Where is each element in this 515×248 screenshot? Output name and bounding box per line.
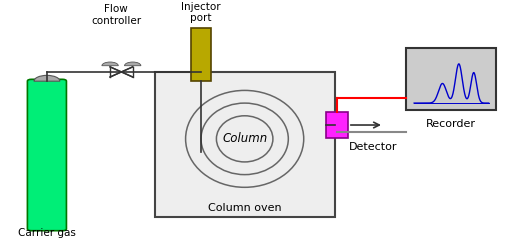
- Bar: [191, 28, 211, 81]
- FancyBboxPatch shape: [27, 79, 66, 231]
- Text: Flow
controller: Flow controller: [91, 4, 141, 26]
- Bar: [327, 112, 348, 138]
- Bar: [406, 48, 496, 110]
- Wedge shape: [125, 62, 141, 66]
- Text: Recorder: Recorder: [426, 119, 476, 129]
- Bar: [155, 72, 335, 217]
- Wedge shape: [34, 75, 60, 81]
- Text: Column oven: Column oven: [208, 203, 282, 213]
- Text: Injector
port: Injector port: [181, 2, 221, 24]
- Wedge shape: [102, 62, 118, 66]
- Text: Carrier gas: Carrier gas: [18, 228, 76, 238]
- Text: Column: Column: [222, 132, 267, 145]
- Text: Detector: Detector: [349, 142, 397, 152]
